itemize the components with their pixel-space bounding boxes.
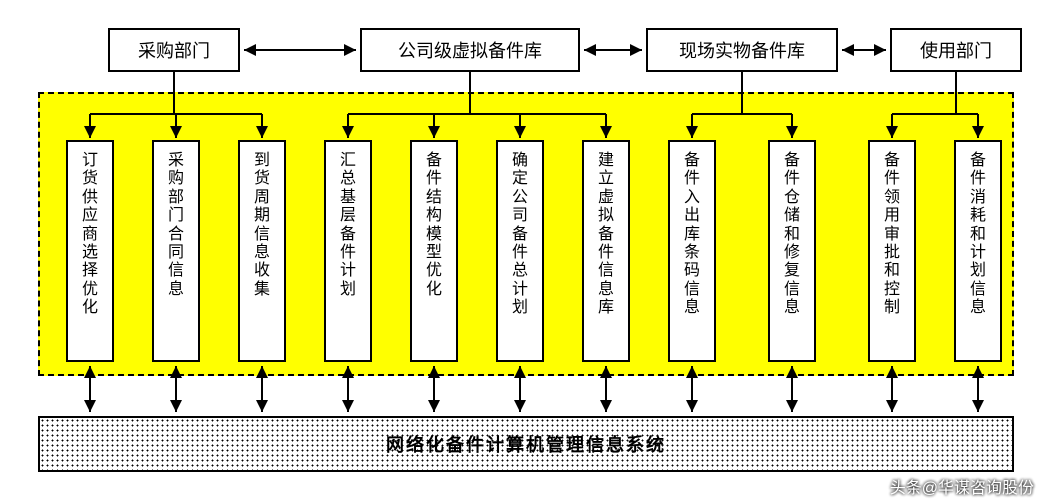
- org-box-2: 现场实物备件库: [646, 28, 838, 72]
- org-box-0: 采购部门: [108, 28, 240, 72]
- system-bar: 网络化备件计算机管理信息系统: [38, 416, 1014, 472]
- watermark: 头条@华谋咨询股份: [890, 474, 1034, 498]
- process-box-5: 确定公司备件总计划: [496, 140, 544, 362]
- org-label: 现场实物备件库: [679, 37, 805, 63]
- process-box-7: 备件入出库条码信息: [668, 140, 716, 362]
- org-box-3: 使用部门: [890, 28, 1022, 72]
- process-box-0: 订货供应商选择优化: [66, 140, 114, 362]
- process-box-2: 到货周期信息收集: [238, 140, 286, 362]
- org-label: 采购部门: [138, 37, 210, 63]
- process-box-9: 备件领用审批和控制: [868, 140, 916, 362]
- org-label: 使用部门: [920, 37, 992, 63]
- org-box-1: 公司级虚拟备件库: [360, 28, 580, 72]
- process-box-8: 备件仓储和修复信息: [768, 140, 816, 362]
- process-box-4: 备件结构模型优化: [410, 140, 458, 362]
- process-box-3: 汇总基层备件计划: [324, 140, 372, 362]
- process-box-6: 建立虚拟备件信息库: [582, 140, 630, 362]
- org-label: 公司级虚拟备件库: [398, 37, 542, 63]
- process-box-10: 备件消耗和计划信息: [954, 140, 1002, 362]
- spare-parts-flow-diagram: 采购部门 公司级虚拟备件库 现场实物备件库 使用部门 订货供应商选择优化采购部门合同信…: [0, 0, 1052, 504]
- process-box-1: 采购部门合同信息: [152, 140, 200, 362]
- system-label: 网络化备件计算机管理信息系统: [386, 431, 666, 457]
